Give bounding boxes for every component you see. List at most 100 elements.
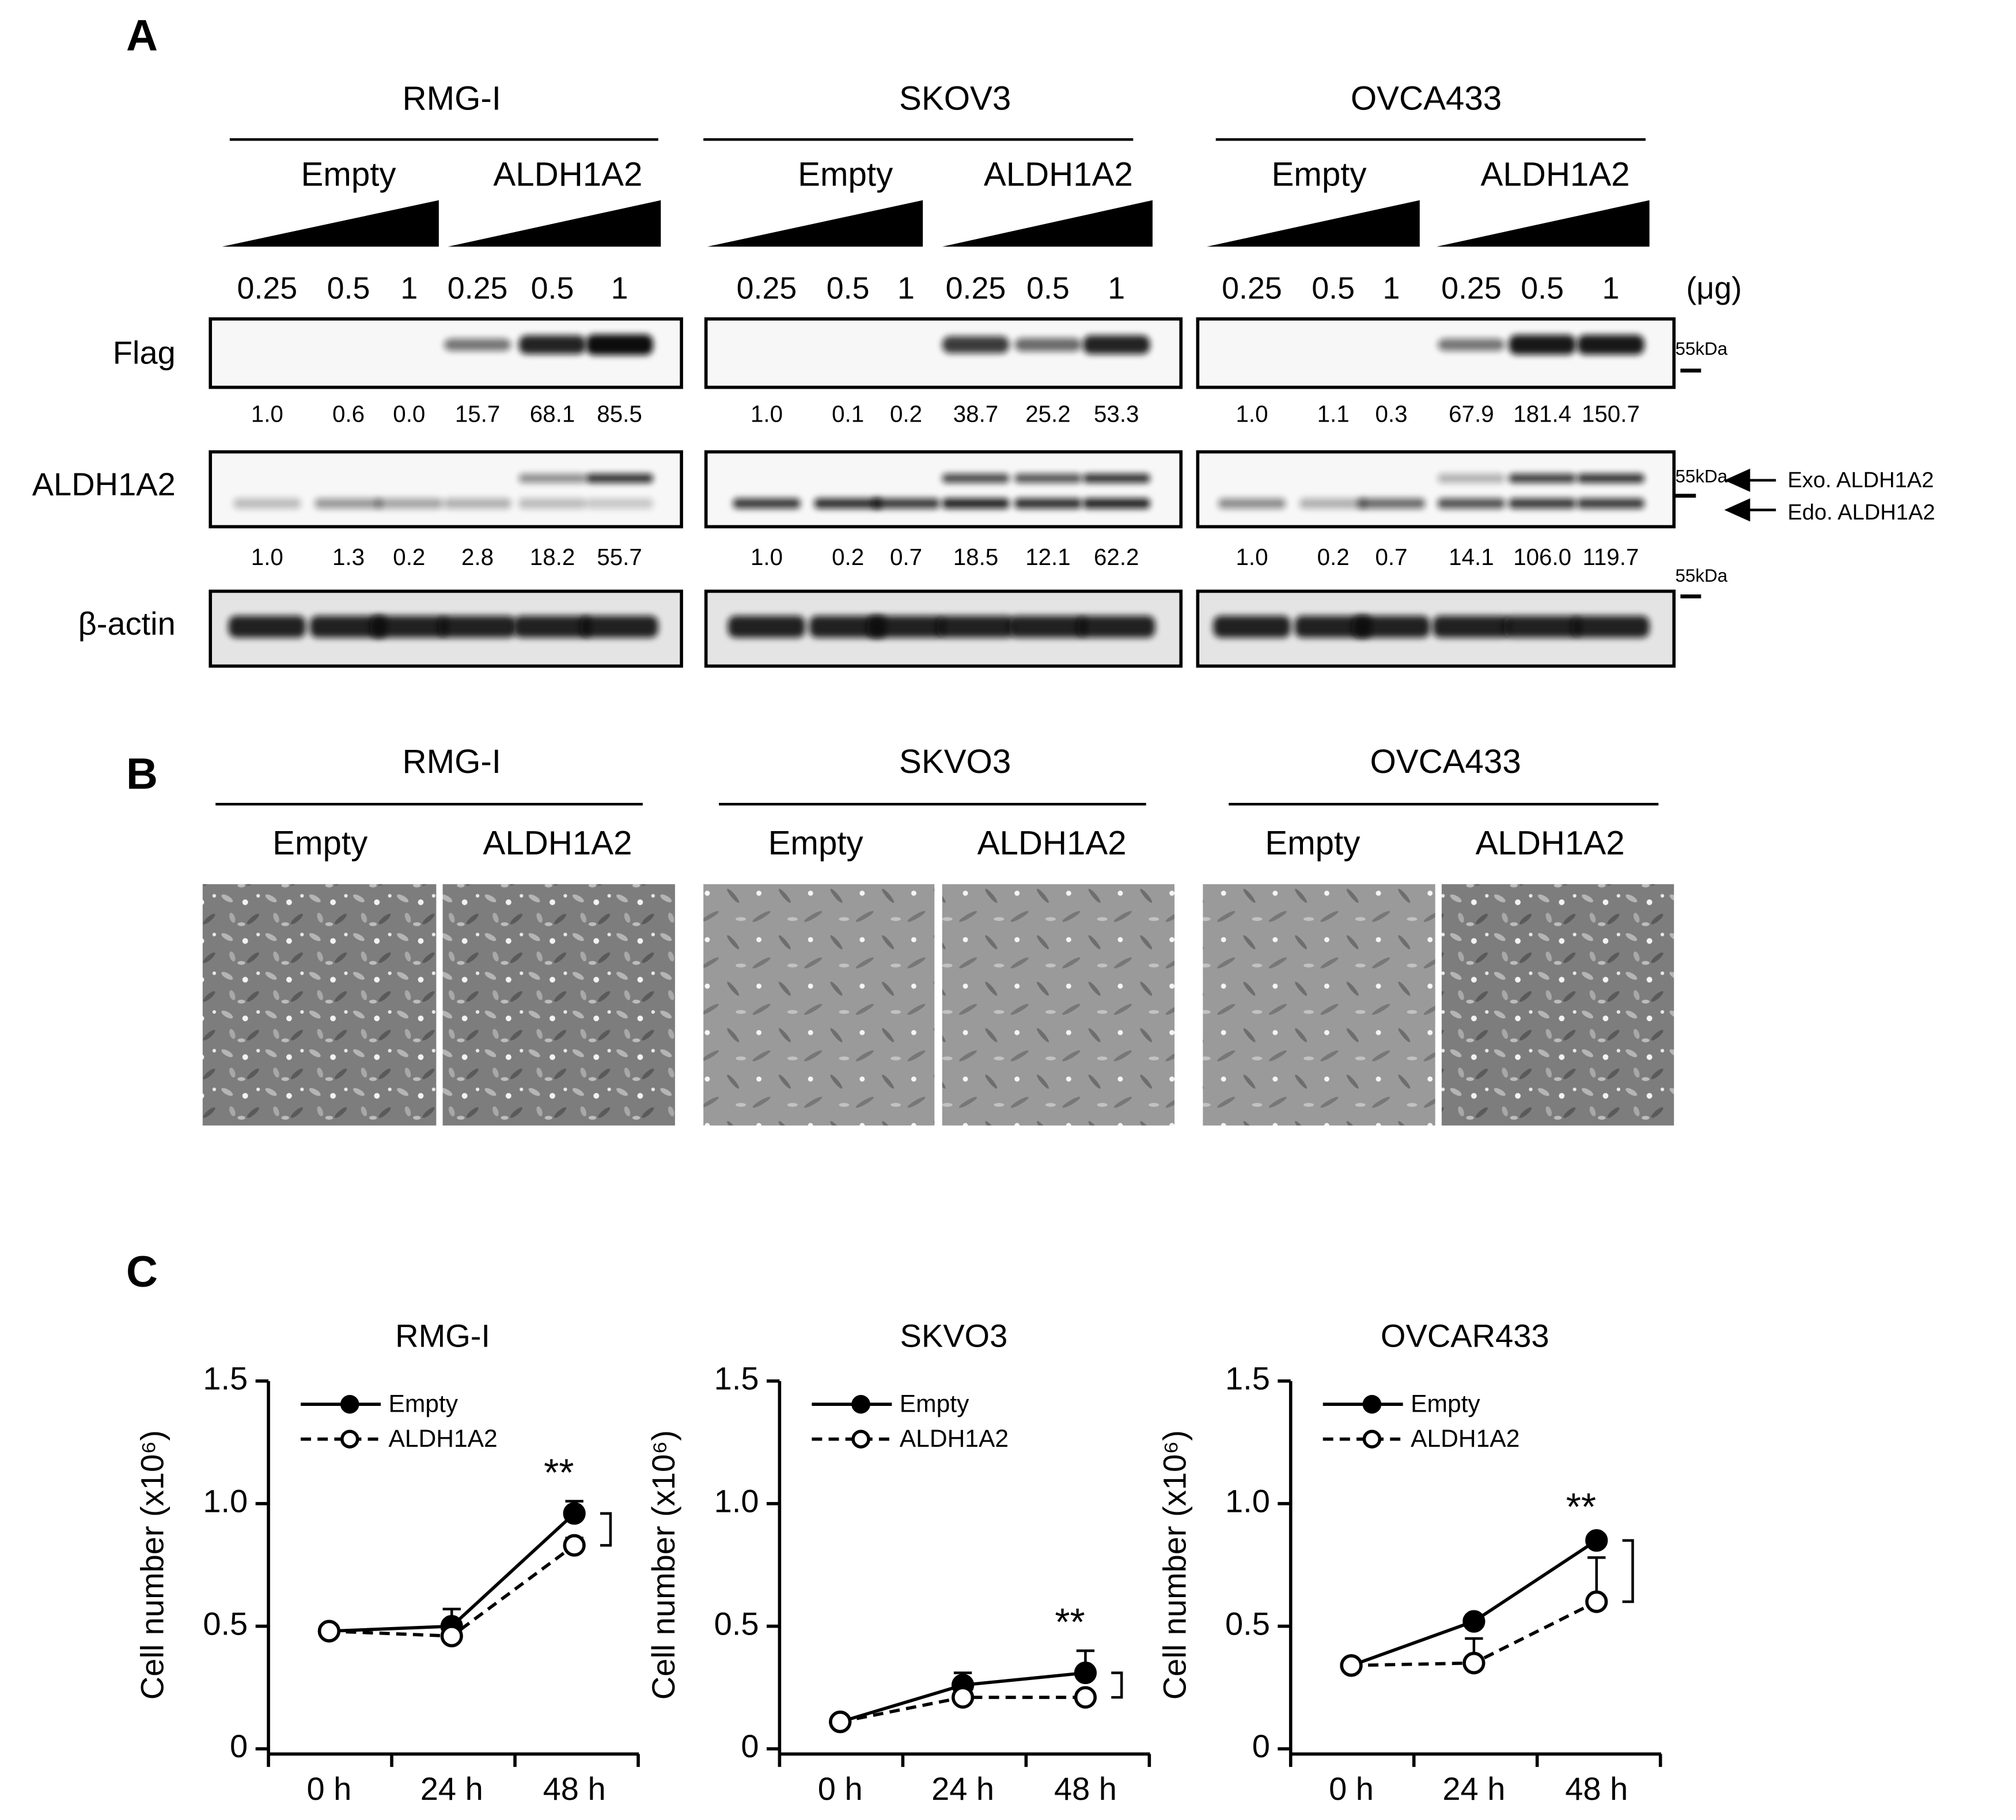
condition: Empty: [1271, 156, 1367, 194]
blot: [1196, 450, 1676, 529]
size-marker: 55kDa: [1675, 566, 1727, 586]
quantification: 25.2: [1025, 400, 1071, 427]
quantification: 0.3: [1375, 400, 1407, 427]
band: [1438, 338, 1505, 351]
y-tick-label: 1.0: [203, 1483, 248, 1519]
legend-marker: [1362, 1394, 1382, 1414]
condition: ALDH1A2: [483, 824, 632, 862]
data-point: [317, 1620, 340, 1643]
quantification: 0.2: [1317, 544, 1350, 570]
dose: 0.5: [1312, 271, 1355, 306]
blot: [209, 450, 683, 529]
quantification: 15.7: [455, 400, 500, 427]
x-tick-label: 24 h: [931, 1770, 994, 1807]
band: [233, 498, 301, 509]
legend-label: Empty: [1411, 1390, 1480, 1418]
dose: 0.25: [946, 271, 1006, 306]
band: [1438, 473, 1505, 483]
dose: 0.25: [1441, 271, 1502, 306]
band: [586, 473, 653, 483]
quantification: 38.7: [953, 400, 999, 427]
x-tick-label: 48 h: [543, 1770, 606, 1807]
legend-label: ALDH1A2: [1411, 1425, 1519, 1453]
band: [1014, 498, 1082, 509]
cell-line: RMG-I: [403, 79, 501, 117]
band: [867, 616, 945, 638]
condition: Empty: [768, 824, 864, 862]
legend-label: ALDH1A2: [388, 1425, 497, 1453]
panel-label: B: [126, 749, 158, 798]
y-tick-label: 0: [1252, 1728, 1270, 1764]
y-tick-label: 0.5: [714, 1605, 759, 1641]
band: [1213, 616, 1291, 638]
panel-label: C: [126, 1248, 158, 1296]
quantification: 0.2: [393, 544, 425, 570]
panel-label: A: [126, 12, 158, 60]
arrow-label: Edo. ALDH1A2: [1787, 500, 1935, 525]
quantification: 1.0: [1236, 544, 1268, 570]
dose: 0.25: [737, 271, 797, 306]
band: [872, 498, 940, 509]
significance: **: [1055, 1601, 1085, 1644]
band: [1433, 616, 1510, 638]
row-label: ALDH1A2: [32, 466, 176, 502]
data-point: [1585, 1529, 1608, 1552]
dose-wedge: [1436, 200, 1650, 247]
data-point: [951, 1686, 975, 1709]
dose-wedge: [707, 200, 923, 247]
dose-wedge: [1207, 200, 1420, 247]
band: [814, 498, 882, 509]
significance-bracket: [1111, 1671, 1123, 1699]
band: [942, 473, 1010, 483]
quantification: 1.1: [1317, 400, 1350, 427]
x-tick-label: 0 h: [818, 1770, 863, 1807]
quantification: 0.7: [1375, 544, 1407, 570]
dose-wedge: [448, 200, 661, 247]
band: [513, 616, 592, 638]
quantification: 68.1: [530, 400, 575, 427]
x-tick-label: 0 h: [306, 1770, 351, 1807]
size-marker: 55kDa: [1675, 467, 1727, 487]
band: [942, 336, 1010, 354]
quantification: 0.2: [832, 544, 864, 570]
condition: Empty: [1265, 824, 1361, 862]
quantification: 55.7: [597, 544, 642, 570]
dose: 0.5: [1521, 271, 1564, 306]
band: [444, 498, 511, 509]
significance: **: [544, 1451, 574, 1494]
dose: 1: [1108, 271, 1125, 306]
legend-label: Empty: [900, 1390, 969, 1418]
quantification: 0.2: [890, 400, 922, 427]
band: [1294, 616, 1372, 638]
band: [1509, 473, 1576, 483]
band: [518, 498, 586, 509]
cell-line: SKVO3: [899, 743, 1011, 780]
band: [309, 616, 388, 638]
row-label: Flag: [113, 334, 176, 370]
y-tick-label: 1.5: [714, 1360, 759, 1397]
dose: 0.5: [327, 271, 370, 306]
band: [376, 498, 443, 509]
band: [314, 498, 382, 509]
band: [1358, 498, 1425, 509]
band: [942, 498, 1010, 509]
band: [1577, 498, 1644, 509]
band: [1352, 616, 1430, 638]
significance-bracket: [600, 1512, 612, 1547]
band: [1503, 616, 1581, 638]
chart-title: RMG-I: [395, 1318, 490, 1354]
x-tick-label: 0 h: [1329, 1770, 1374, 1807]
y-axis-label: Cell number (x10⁶): [1156, 1430, 1192, 1700]
dose: 0.25: [237, 271, 298, 306]
chart-title: OVCAR433: [1381, 1318, 1549, 1354]
condition: Empty: [272, 824, 368, 862]
band: [581, 616, 658, 638]
band: [733, 498, 801, 509]
data-point: [1585, 1590, 1608, 1613]
data-point: [1074, 1686, 1097, 1709]
dose: 0.25: [1222, 271, 1282, 306]
cell-line: OVCA433: [1351, 79, 1502, 117]
dose: 1: [1383, 271, 1400, 306]
band: [809, 616, 887, 638]
quantification: 150.7: [1582, 400, 1640, 427]
